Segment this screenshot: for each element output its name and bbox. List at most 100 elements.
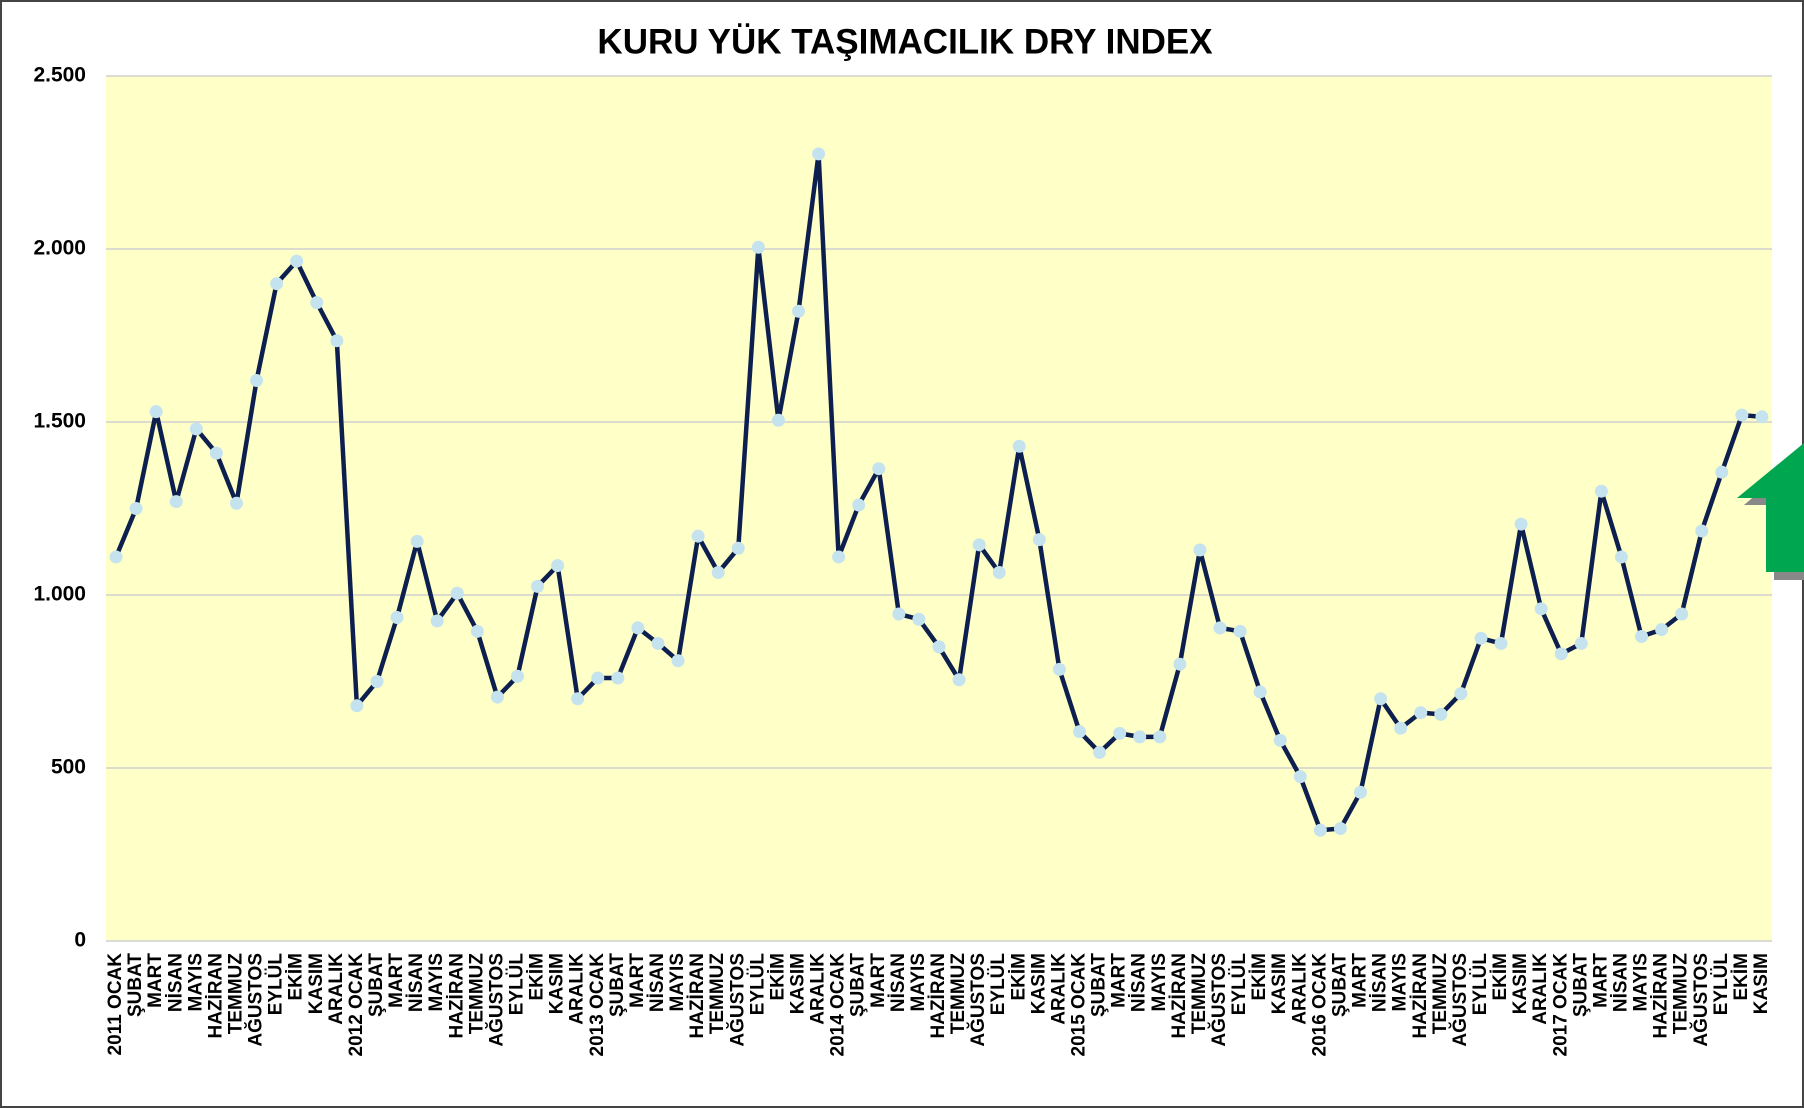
data-point <box>1534 602 1548 616</box>
y-tick-label: 0 <box>74 929 86 952</box>
x-tick-label: MAYIS <box>185 953 206 1011</box>
x-tick-label: TEMMUZ <box>1189 953 1210 1035</box>
x-tick-label: KASIM <box>1510 953 1531 1014</box>
data-point <box>1735 408 1749 422</box>
data-point <box>1594 484 1608 498</box>
data-point <box>1313 823 1327 837</box>
x-tick-label: MAYIS <box>908 953 929 1011</box>
data-point <box>1635 630 1649 644</box>
x-tick-label: EKİM <box>286 953 307 1001</box>
data-point <box>1675 607 1689 621</box>
data-point <box>731 541 745 555</box>
data-point <box>1213 621 1227 635</box>
data-point <box>490 690 504 704</box>
x-tick-label: KASIM <box>788 953 809 1014</box>
data-point <box>510 669 524 683</box>
data-point <box>1273 733 1287 747</box>
data-point <box>1574 636 1588 650</box>
x-tick-label: HAZİRAN <box>205 953 226 1039</box>
data-point <box>390 610 404 624</box>
data-point <box>229 496 243 510</box>
x-tick-label: MART <box>1590 953 1611 1008</box>
data-point <box>972 538 986 552</box>
data-point <box>1173 657 1187 671</box>
data-point <box>470 624 484 638</box>
x-tick-label: EKİM <box>527 953 548 1001</box>
data-point <box>1394 721 1408 735</box>
x-tick-label: 2013 OCAK <box>587 953 608 1057</box>
data-point <box>691 529 705 543</box>
x-tick-label: EKİM <box>1008 953 1029 1001</box>
data-point <box>250 373 264 387</box>
data-point <box>1333 822 1347 836</box>
data-point <box>1133 730 1147 744</box>
data-point <box>1253 685 1267 699</box>
up-arrow <box>1737 443 1804 572</box>
x-tick-label: MART <box>145 953 166 1008</box>
y-tick-label: 1.000 <box>33 583 86 606</box>
data-point <box>1073 725 1087 739</box>
x-tick-label: ARALIK <box>567 953 588 1025</box>
data-point <box>1032 533 1046 547</box>
x-tick-label: MART <box>868 953 889 1008</box>
data-point <box>1153 730 1167 744</box>
x-tick-label: ŞUBAT <box>125 953 146 1017</box>
data-point <box>129 502 143 515</box>
data-point <box>571 692 585 706</box>
data-point <box>1233 624 1247 638</box>
x-tick-label: 2011 OCAK <box>105 953 126 1056</box>
data-point <box>1494 636 1508 650</box>
data-point <box>330 334 344 348</box>
data-point <box>852 498 866 512</box>
plot-area <box>106 76 1772 941</box>
y-tick-label: 1.500 <box>33 410 86 433</box>
data-point <box>892 607 906 621</box>
x-tick-label: KASIM <box>306 953 327 1014</box>
data-point <box>1454 687 1468 701</box>
x-tick-label: TEMMUZ <box>948 953 969 1035</box>
data-point <box>932 640 946 654</box>
data-point <box>551 559 565 573</box>
data-point <box>1474 631 1488 645</box>
data-point <box>591 671 605 685</box>
x-tick-label: HAZİRAN <box>446 953 467 1039</box>
x-tick-label: TEMMUZ <box>225 953 246 1035</box>
x-tick-label: ARALIK <box>1530 953 1551 1025</box>
data-point <box>812 147 826 161</box>
data-point <box>149 405 163 419</box>
data-point <box>751 240 765 254</box>
x-tick-label: EYLÜL <box>506 953 527 1016</box>
x-tick-label: ŞUBAT <box>1089 953 1110 1017</box>
x-tick-label: AĞUSTOS <box>967 953 989 1047</box>
x-tick-label: TEMMUZ <box>1430 953 1451 1035</box>
x-tick-label: MART <box>386 953 407 1008</box>
y-tick-label: 2.500 <box>33 64 86 87</box>
x-tick-label: NİSAN <box>1370 953 1391 1012</box>
x-tick-label: EYLÜL <box>747 953 768 1016</box>
x-tick-label: KASIM <box>1269 953 1290 1014</box>
x-tick-label: HAZİRAN <box>928 953 949 1039</box>
data-point <box>1755 410 1769 424</box>
x-tick-label: HAZİRAN <box>1651 953 1672 1039</box>
x-tick-label: AĞUSTOS <box>485 953 507 1047</box>
data-point <box>1193 543 1207 557</box>
x-tick-label: NİSAN <box>1129 953 1150 1012</box>
data-point <box>209 446 223 460</box>
data-point <box>992 566 1006 580</box>
chart-title: KURU YÜK TAŞIMACILIK DRY INDEX <box>597 22 1213 61</box>
data-point <box>631 621 645 635</box>
data-point <box>1293 770 1307 784</box>
x-tick-label: ŞUBAT <box>1329 953 1350 1017</box>
x-tick-label: EYLÜL <box>1470 953 1491 1016</box>
x-tick-label: MAYIS <box>1631 953 1652 1011</box>
data-point <box>651 636 665 650</box>
x-tick-label: MAYIS <box>1149 953 1170 1011</box>
data-point <box>430 614 444 628</box>
data-point <box>1715 465 1729 479</box>
data-point <box>109 550 123 564</box>
x-tick-label: MAYIS <box>1390 953 1411 1011</box>
data-point <box>370 675 384 688</box>
data-point <box>771 413 785 427</box>
data-point <box>872 462 886 476</box>
